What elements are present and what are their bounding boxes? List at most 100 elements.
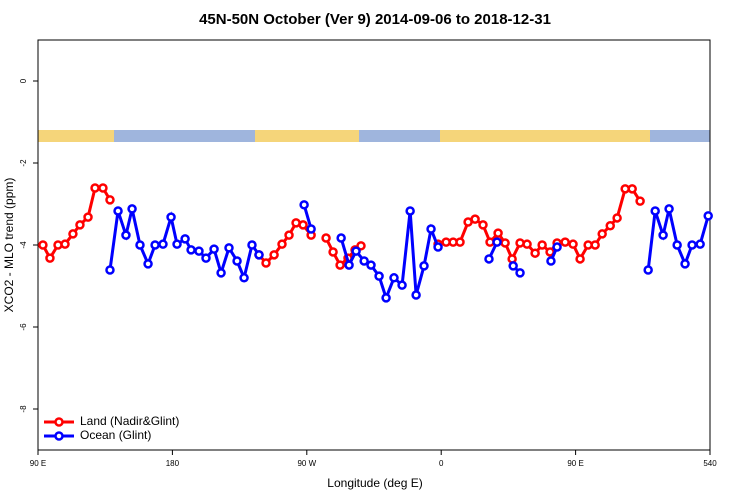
x-tick-label: 540 — [703, 459, 717, 468]
data-point — [105, 195, 115, 205]
data-point — [484, 254, 494, 264]
data-point — [680, 259, 690, 269]
data-point — [627, 184, 637, 194]
land-ocean-strip — [38, 130, 710, 142]
data-point — [336, 233, 346, 243]
data-point — [247, 240, 257, 250]
data-point — [269, 250, 279, 260]
legend-marker — [54, 417, 64, 427]
data-point — [650, 206, 660, 216]
data-point — [127, 204, 137, 214]
data-point — [284, 230, 294, 240]
legend-label: Ocean (Glint) — [80, 428, 151, 442]
data-point — [590, 240, 600, 250]
data-point — [658, 230, 668, 240]
land-band — [255, 130, 359, 142]
data-point — [321, 233, 331, 243]
x-tick-label: 0 — [439, 459, 444, 468]
data-point — [695, 239, 705, 249]
data-point — [150, 240, 160, 250]
data-point — [643, 265, 653, 275]
data-point — [224, 243, 234, 253]
data-point — [508, 261, 518, 271]
data-point — [83, 212, 93, 222]
data-point — [194, 246, 204, 256]
data-point — [186, 245, 196, 255]
data-point — [254, 250, 264, 260]
data-point — [568, 239, 578, 249]
data-point — [635, 196, 645, 206]
data-point — [298, 220, 308, 230]
x-tick-label: 90 E — [567, 459, 583, 468]
x-tick-label: 180 — [166, 459, 180, 468]
data-point — [493, 228, 503, 238]
y-tick-label: -2 — [19, 159, 28, 167]
data-point — [397, 280, 407, 290]
data-point — [113, 206, 123, 216]
data-point — [703, 211, 713, 221]
legend-marker — [54, 431, 64, 441]
data-point — [672, 240, 682, 250]
data-point — [209, 244, 219, 254]
data-point — [366, 260, 376, 270]
data-point — [45, 253, 55, 263]
data-point — [522, 239, 532, 249]
chart-title: 45N-50N October (Ver 9) 2014-09-06 to 20… — [199, 11, 551, 28]
data-point — [306, 224, 316, 234]
data-point — [335, 260, 345, 270]
data-point — [405, 206, 415, 216]
data-point — [232, 256, 242, 266]
series-line — [646, 208, 710, 271]
y-tick-label: -4 — [19, 241, 28, 249]
y-axis-label: XCO2 - MLO trend (ppm) — [2, 178, 16, 313]
data-point — [261, 258, 271, 268]
data-point — [158, 239, 168, 249]
data-point — [135, 240, 145, 250]
data-point — [389, 273, 399, 283]
data-point — [68, 229, 78, 239]
data-point — [687, 240, 697, 250]
data-point — [359, 256, 369, 266]
data-point — [530, 248, 540, 258]
data-point — [121, 230, 131, 240]
data-point — [216, 268, 226, 278]
data-point — [552, 242, 562, 252]
data-point — [374, 271, 384, 281]
data-point — [98, 183, 108, 193]
y-tick-label: 0 — [19, 78, 28, 83]
data-point — [605, 220, 615, 231]
data-point — [433, 242, 443, 252]
data-point — [38, 240, 48, 250]
y-tick-label: -8 — [19, 405, 28, 413]
data-point — [60, 239, 70, 249]
data-point — [411, 290, 421, 300]
data-point — [344, 260, 354, 270]
data-point — [419, 261, 429, 271]
data-point — [356, 241, 366, 251]
data-point — [105, 265, 115, 275]
data-point — [239, 273, 249, 283]
data-point — [515, 268, 525, 278]
x-tick-label: 90 W — [297, 459, 316, 468]
y-tick-label: -6 — [19, 323, 28, 331]
x-axis-label: Longitude (deg E) — [327, 476, 422, 490]
data-point — [492, 237, 502, 247]
data-point — [328, 247, 338, 257]
data-point — [180, 234, 190, 244]
land-band — [440, 130, 650, 142]
data-point — [90, 183, 100, 193]
data-point — [470, 214, 480, 224]
data-point — [143, 259, 153, 269]
data-point — [299, 200, 309, 210]
data-point — [351, 246, 361, 256]
data-point — [612, 213, 622, 223]
data-point — [201, 253, 211, 263]
data-point — [277, 239, 287, 249]
data-point — [381, 293, 391, 303]
data-point — [478, 220, 488, 230]
data-point — [537, 240, 547, 250]
data-point — [426, 224, 436, 234]
data-point — [172, 239, 182, 249]
land-band — [38, 130, 114, 142]
data-point — [500, 238, 510, 248]
